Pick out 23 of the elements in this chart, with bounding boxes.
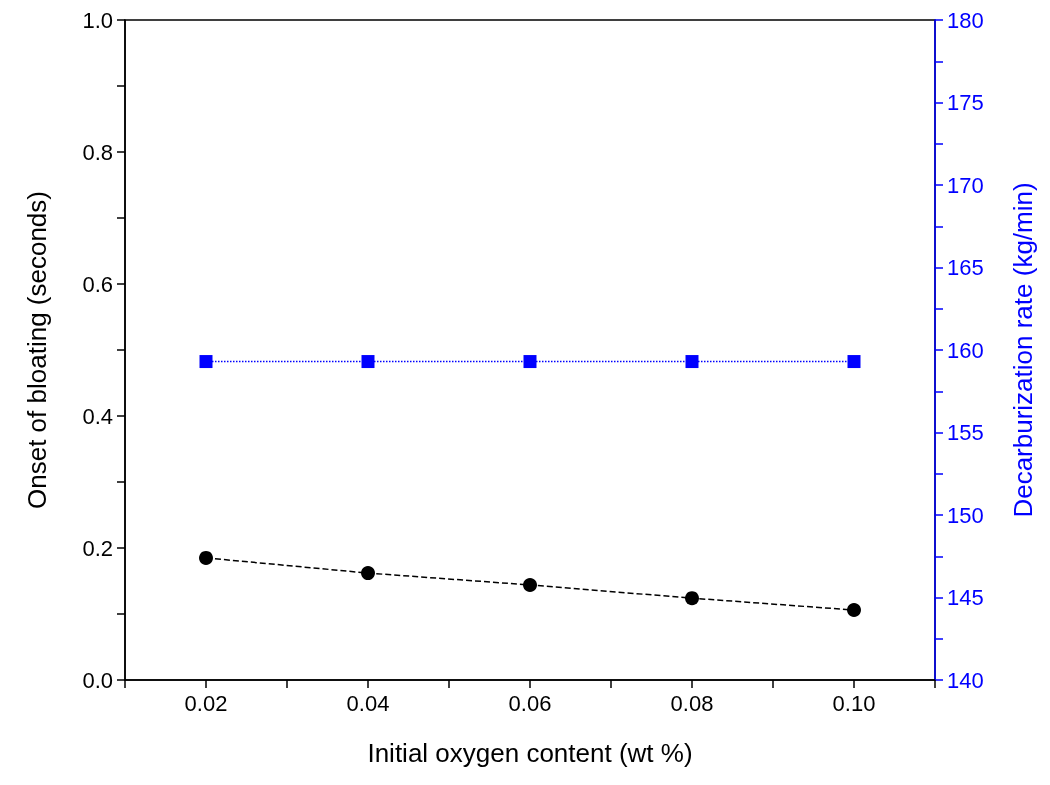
y2-tick-label: 170 [947,172,984,198]
y-tick-label: 0.0 [82,667,113,693]
y2-tick-label: 180 [947,7,984,33]
y-tick-label: 0.2 [82,535,113,561]
y2-tick-label: 165 [947,255,984,280]
y2-tick-label: 145 [947,585,984,610]
y2-axis-title: Decarburization rate (kg/min) [1008,182,1038,518]
x-tick-label: 0.10 [832,690,876,716]
y-tick-label: 0.6 [82,271,113,297]
y-axis-title: Onset of bloating (seconds) [22,191,52,509]
y-tick-label: 1.0 [82,7,113,33]
y2-tick-label: 160 [947,337,984,363]
y2-tick-label: 140 [947,667,984,693]
y2-tick-label: 150 [947,502,984,528]
x-tick-label: 0.08 [670,690,714,716]
y-tick-label: 0.8 [82,139,113,165]
x-tick-label: 0.04 [346,690,390,716]
x-axis-title: Initial oxygen content (wt %) [367,738,693,768]
y-tick-label: 0.4 [82,403,113,429]
y2-tick-label: 155 [947,420,984,445]
x-tick-label: 0.06 [508,690,552,716]
y2-tick-label: 175 [947,90,984,115]
x-tick-label: 0.02 [184,690,228,716]
